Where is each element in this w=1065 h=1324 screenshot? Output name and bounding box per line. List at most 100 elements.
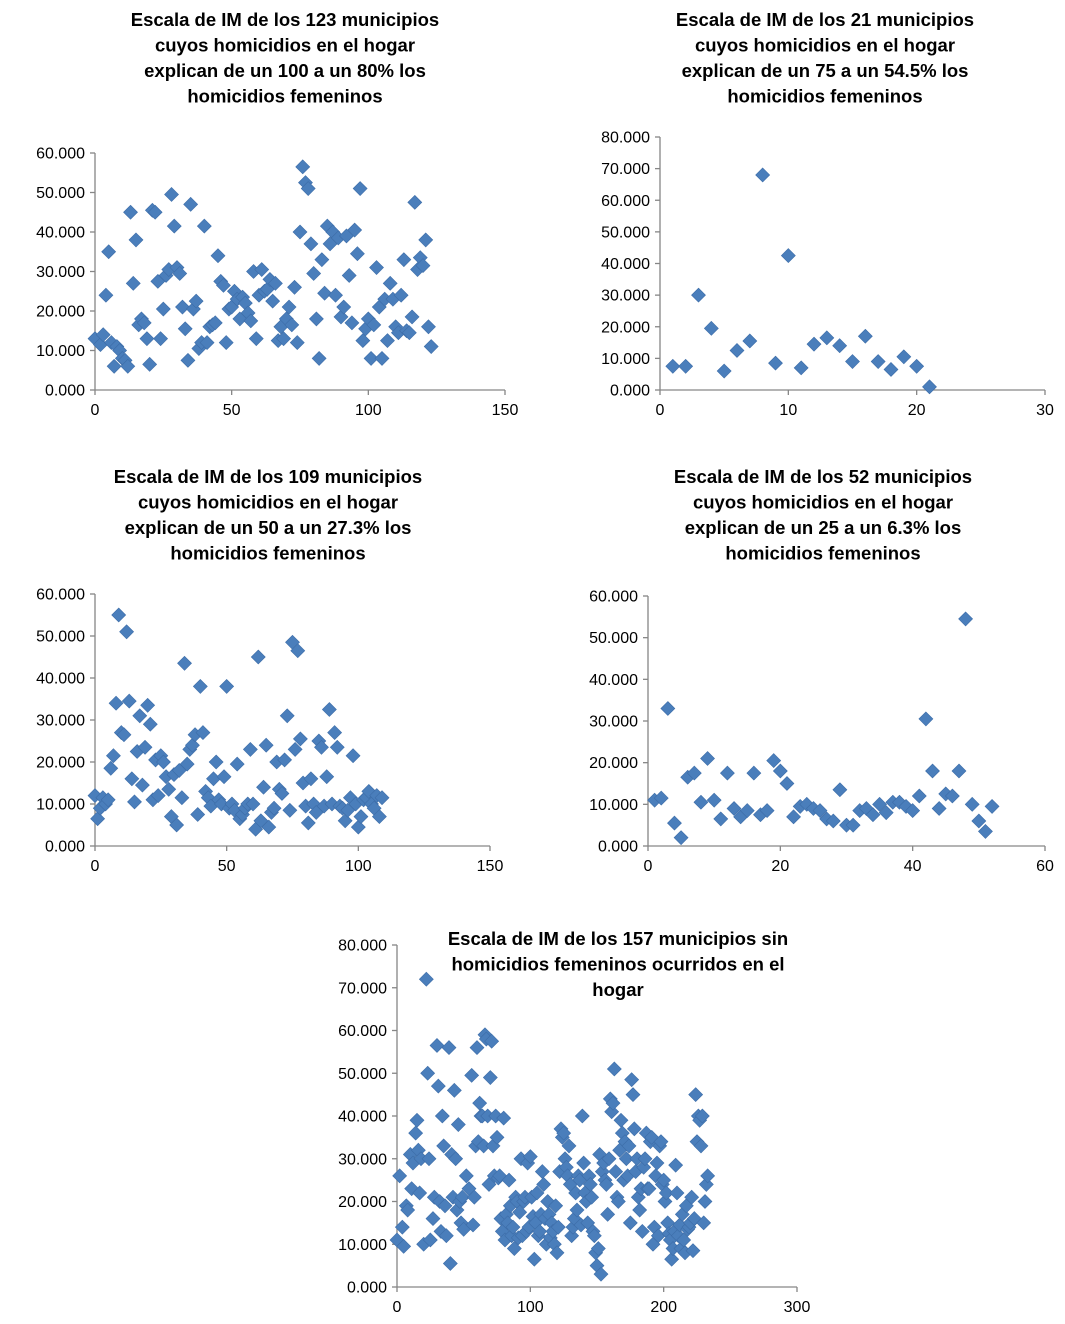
data-point (706, 792, 722, 808)
data-point (532, 1224, 548, 1239)
data-point (192, 678, 208, 694)
data-point (319, 769, 335, 785)
data-point (958, 611, 974, 627)
y-tick-label: 20.000 (36, 304, 85, 321)
data-point (95, 327, 111, 343)
data-point (632, 1202, 648, 1218)
data-point (466, 1189, 482, 1205)
data-point (951, 763, 967, 779)
data-point (812, 803, 828, 819)
x-tick-label: 0 (91, 402, 100, 419)
y-tick-label: 30.000 (36, 264, 85, 281)
data-point (931, 801, 947, 816)
data-point (819, 330, 835, 346)
y-tick-label: 70.000 (338, 980, 387, 997)
data-point (984, 798, 1000, 814)
y-tick-label: 0.000 (610, 383, 650, 400)
data-point (124, 771, 140, 787)
data-point (964, 796, 980, 812)
data-point (422, 1232, 438, 1248)
data-point (668, 1157, 684, 1173)
data-point (653, 1134, 669, 1150)
data-point (550, 1219, 566, 1235)
scatter-chart-5: 0.000 10.000 20.000 30.000 40.000 50.000 60.00… (280, 910, 820, 1324)
y-tick-label: 10.000 (589, 797, 638, 814)
data-point (409, 1112, 425, 1128)
data-point (341, 268, 357, 283)
data-point (396, 252, 412, 268)
chart-title-line: homicidios femeninos (170, 543, 365, 564)
data-point (407, 194, 423, 210)
x-tick-label: 20 (771, 858, 789, 875)
data-point (548, 1198, 564, 1214)
data-point (303, 771, 319, 787)
y-tick-label: 60.000 (589, 589, 638, 606)
data-point (282, 802, 298, 818)
data-point (529, 1185, 545, 1201)
data-point (295, 159, 311, 175)
data-point (779, 776, 795, 791)
data-point (284, 317, 300, 333)
data-point (780, 248, 796, 264)
data-point (768, 355, 783, 371)
data-point (786, 809, 801, 825)
y-tick-label: 0.000 (347, 1280, 387, 1297)
data-point (404, 309, 420, 325)
data-point (258, 737, 274, 753)
data-point (693, 794, 709, 810)
data-point (832, 782, 848, 798)
data-point (290, 643, 306, 659)
data-point (442, 1256, 458, 1271)
scatter-plot-1: 0.000 10.000 20.000 30.000 40.000 50.000 60.00… (36, 9, 518, 419)
data-point (658, 1185, 674, 1201)
data-point (274, 786, 290, 801)
data-point (98, 287, 114, 303)
data-point (489, 1129, 505, 1145)
data-point (634, 1224, 650, 1239)
data-point (691, 287, 706, 303)
data-point (349, 246, 365, 262)
data-point (90, 811, 106, 827)
data-point (147, 204, 163, 220)
data-point (586, 1228, 602, 1244)
y-tick-label: 0.000 (45, 839, 85, 856)
data-point (870, 354, 886, 369)
data-point (501, 1172, 517, 1188)
data-point (845, 817, 861, 833)
data-point (350, 819, 366, 835)
y-tick-label: 40.000 (36, 671, 85, 688)
data-point (601, 1151, 617, 1167)
y-tick-label: 20.000 (601, 319, 650, 336)
data-point (219, 678, 235, 694)
data-point (665, 358, 681, 374)
data-point (713, 811, 729, 827)
data-point (140, 697, 156, 713)
data-point (621, 1138, 637, 1154)
data-point (534, 1164, 550, 1179)
data-point (437, 1198, 453, 1214)
x-tick-label: 300 (784, 1299, 811, 1316)
y-tick-label: 40.000 (589, 672, 638, 689)
data-point (139, 331, 155, 347)
data-point (425, 1211, 441, 1227)
data-point (421, 319, 436, 335)
data-point (512, 1204, 528, 1220)
data-point (669, 1185, 685, 1201)
data-point (641, 1181, 657, 1197)
data-point (106, 748, 121, 764)
data-point (142, 716, 158, 732)
data-point (125, 275, 141, 291)
x-tick-label: 0 (644, 858, 653, 875)
data-point (656, 1172, 672, 1188)
data-point (522, 1149, 538, 1165)
data-point (496, 1110, 512, 1126)
chart-title-line: explican de un 50 a un 27.3% los (125, 517, 412, 538)
data-point (590, 1241, 606, 1256)
data-point (311, 350, 327, 366)
data-point (120, 358, 136, 374)
data-point (337, 813, 353, 829)
scatter-chart-2: 0.000 10.000 20.000 30.000 40.000 50.000 60.00… (535, 0, 1060, 440)
data-point (488, 1108, 504, 1124)
data-point (277, 752, 293, 768)
data-point (128, 232, 144, 248)
